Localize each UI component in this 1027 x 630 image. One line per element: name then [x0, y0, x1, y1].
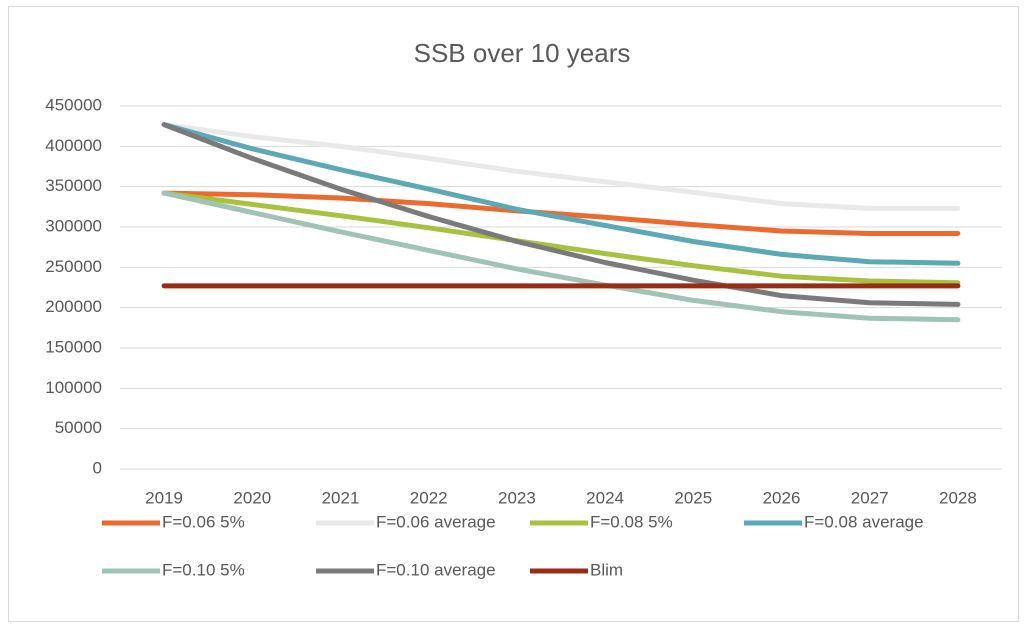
x-tick-label: 2027: [851, 488, 889, 507]
series-line: [161, 190, 961, 286]
legend-label: Blim: [590, 560, 623, 579]
y-tick-label: 100000: [45, 378, 102, 397]
series-line: [161, 122, 961, 266]
legend-label: F=0.06 5%: [162, 512, 245, 531]
chart-frame: [8, 6, 1019, 622]
x-tick-label: 2020: [233, 488, 271, 507]
legend-label: F=0.06 average: [376, 512, 496, 531]
legend-label: F=0.10 5%: [162, 560, 245, 579]
series-line: [161, 190, 961, 323]
y-tick-label: 350000: [45, 176, 102, 195]
legend-label: F=0.10 average: [376, 560, 496, 579]
legend-label: F=0.08 average: [804, 512, 924, 531]
legend-label: F=0.08 5%: [590, 512, 673, 531]
x-tick-label: 2019: [145, 488, 183, 507]
x-tick-label: 2028: [939, 488, 977, 507]
y-tick-label: 0: [93, 458, 102, 477]
y-tick-label: 400000: [45, 136, 102, 155]
series-line: [161, 122, 961, 307]
y-tick-label: 200000: [45, 297, 102, 316]
x-tick-label: 2026: [763, 488, 801, 507]
series-line: [161, 122, 961, 211]
x-tick-label: 2022: [410, 488, 448, 507]
x-tick-label: 2024: [586, 488, 624, 507]
x-tick-label: 2025: [674, 488, 712, 507]
series-line: [161, 190, 961, 236]
y-tick-label: 300000: [45, 216, 102, 235]
y-tick-label: 250000: [45, 257, 102, 276]
x-tick-label: 2023: [498, 488, 536, 507]
x-tick-label: 2021: [322, 488, 360, 507]
chart-title: SSB over 10 years: [414, 38, 631, 68]
y-tick-label: 50000: [55, 418, 102, 437]
y-tick-label: 150000: [45, 337, 102, 356]
y-tick-label: 450000: [45, 95, 102, 114]
